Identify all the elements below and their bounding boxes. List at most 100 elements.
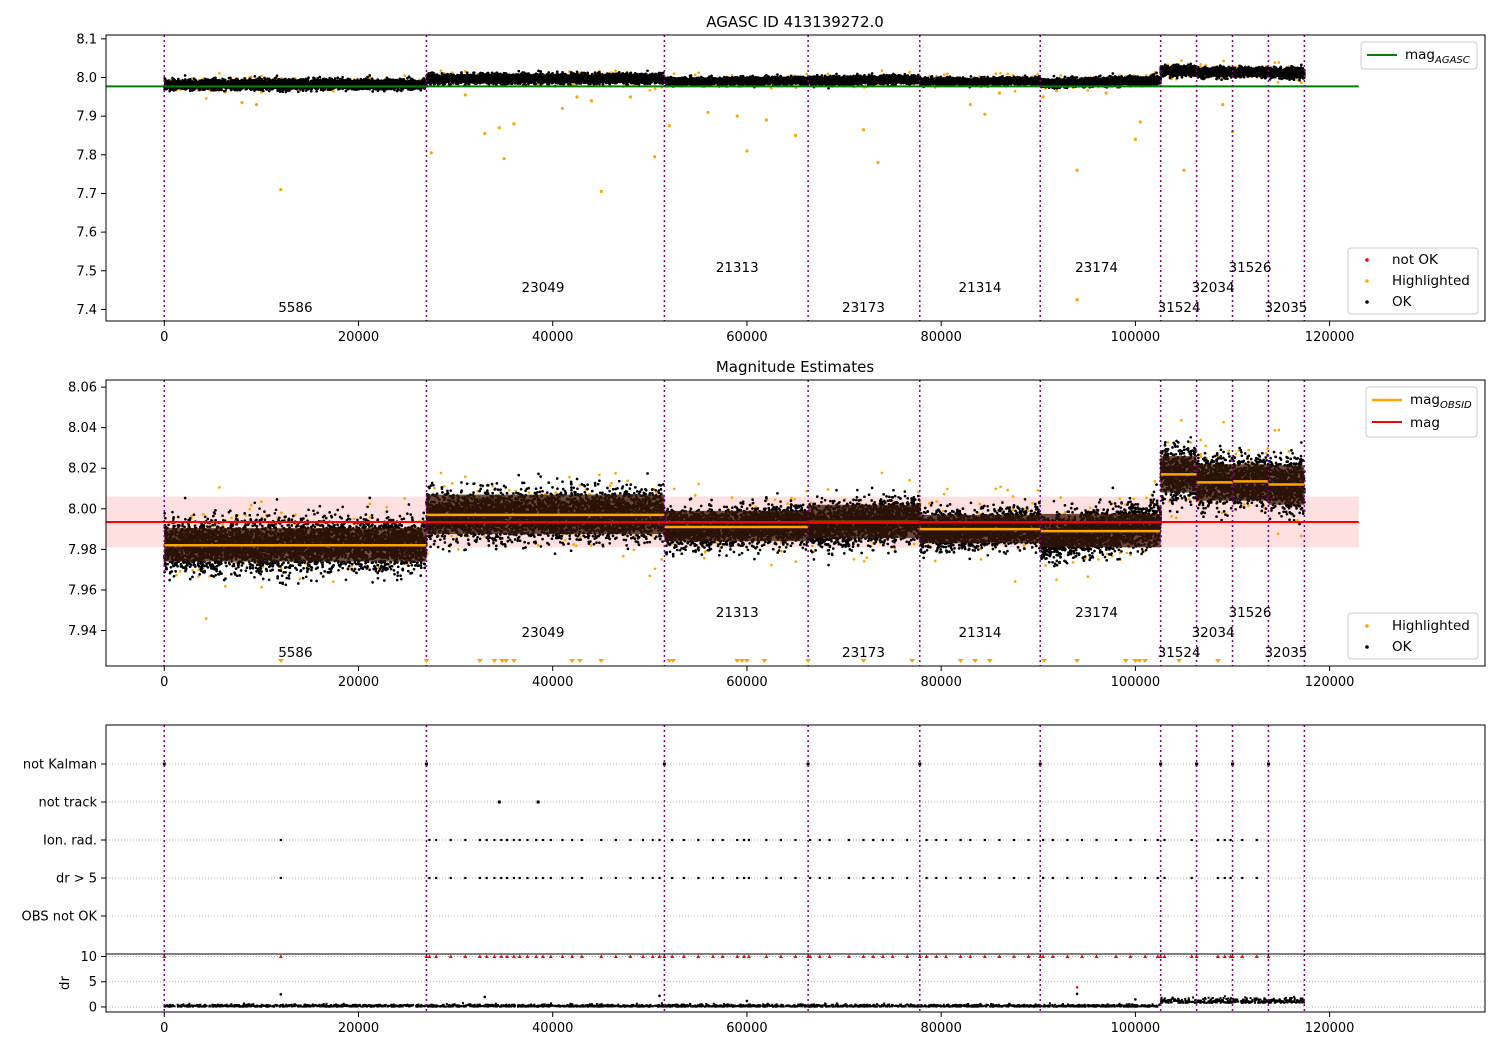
- p1-ytick-2: 7.6: [76, 226, 97, 241]
- offscale-marker-12: [734, 659, 741, 663]
- ion-rad-point-1: [428, 838, 431, 842]
- not-track-point-0: [497, 800, 501, 804]
- ion-rad-point-5: [478, 838, 481, 842]
- p2-obsid-label-7: 32034: [1192, 625, 1235, 641]
- p2-obsid-label-6: 31524: [1158, 645, 1201, 661]
- panel-2-title: Magnitude Estimates: [716, 358, 874, 376]
- dr5-point-57: [1080, 876, 1084, 880]
- p1-obsid-label-1: 23049: [522, 280, 565, 296]
- flag-row-label-4: OBS not OK: [22, 910, 98, 925]
- dr-clipped-marker-68: [1240, 954, 1245, 959]
- dr-clipped-marker-10: [511, 954, 516, 959]
- ion-rad-point-57: [1080, 838, 1084, 842]
- legend-mag-obsid: magOBSID: [1410, 392, 1472, 411]
- dr-clipped-marker-0: [278, 954, 283, 959]
- ion-rad-point-27: [697, 838, 700, 842]
- p1-highlighted-point-33: [1041, 95, 1045, 99]
- dr5-point-52: [1012, 876, 1016, 880]
- p2-xtick-1: 20000: [338, 675, 379, 690]
- ion-rad-point-11: [518, 838, 521, 842]
- offscale-marker-16: [805, 659, 812, 663]
- dr-clipped-marker-15: [548, 954, 553, 959]
- dr-clipped-marker-18: [579, 954, 584, 959]
- ion-rad-point-14: [541, 838, 545, 842]
- panel-2-legend-top: magOBSID mag: [1365, 386, 1478, 438]
- ion-rad-point-66: [1223, 838, 1226, 842]
- dr5-point-54: [1042, 876, 1045, 880]
- dr5-point-58: [1095, 876, 1098, 880]
- p2-ytick-3: 8.00: [68, 502, 97, 517]
- dr-clipped-marker-24: [657, 954, 662, 959]
- ion-rad-point-69: [1255, 838, 1258, 842]
- dr5-point-27: [697, 876, 700, 880]
- dr-clipped-marker-62: [1155, 954, 1160, 959]
- not-kalman-point-0: [162, 762, 166, 766]
- dr5-point-11: [518, 876, 521, 880]
- dr-clipped-marker-26: [681, 954, 686, 959]
- not-kalman-point-4: [918, 762, 922, 766]
- offscale-marker-9: [598, 659, 605, 663]
- p1-xtick-2: 40000: [532, 330, 573, 345]
- dr5-point-28: [711, 876, 715, 880]
- p1-highlighted-point-23: [575, 95, 579, 99]
- p1-highlighted-point-25: [735, 114, 739, 118]
- p1-highlighted-point-12: [497, 126, 501, 130]
- p2-obsid-label-5: 23174: [1075, 605, 1118, 621]
- dr-clipped-marker-69: [1254, 954, 1259, 959]
- ion-rad-point-4: [464, 838, 467, 842]
- ion-rad-point-40: [862, 838, 865, 842]
- legend-mag: mag: [1410, 415, 1440, 431]
- dr5-point-7: [493, 876, 496, 880]
- offscale-marker-15: [761, 659, 768, 663]
- ion-rad-point-43: [891, 838, 894, 842]
- dr-clipped-marker-57: [1079, 954, 1084, 959]
- dr5-point-20: [614, 876, 617, 880]
- offscale-marker-8: [576, 659, 583, 663]
- ion-rad-point-8: [500, 838, 503, 842]
- p1-highlighted-point-1: [599, 189, 603, 194]
- p1-xtick-4: 80000: [920, 330, 961, 345]
- offscale-marker-24: [1122, 659, 1129, 663]
- dr5-point-69: [1255, 876, 1258, 880]
- dr-clipped-marker-76: [1158, 954, 1163, 959]
- dr-clipped-marker-23: [650, 954, 655, 959]
- ion-rad-point-61: [1144, 838, 1147, 842]
- panel-dr: 0 5 10 0 20000 40000 60000 80000 100000 120000 d…: [57, 950, 1486, 1036]
- dr-clipped-marker-53: [1026, 954, 1031, 959]
- legend-not-ok: not OK: [1392, 252, 1439, 268]
- dr5-point-41: [872, 876, 875, 880]
- p2-obsid-label-0: 5586: [278, 645, 312, 661]
- p2-obsid-label-3: 23173: [842, 645, 885, 661]
- dr-clipped-marker-42: [880, 954, 885, 959]
- dr-clipped-marker-17: [570, 954, 575, 959]
- p1-highlighted-point-29: [254, 102, 259, 107]
- not-track-point-1: [536, 800, 540, 804]
- dr5-point-17: [571, 876, 574, 880]
- not-kalman-point-3: [806, 762, 810, 766]
- ion-rad-point-10: [512, 838, 515, 842]
- ion-rad-point-51: [998, 838, 1001, 842]
- p1-highlighted-point-5: [876, 160, 880, 165]
- dr-clipped-marker-27: [696, 954, 701, 959]
- offscale-marker-10: [666, 659, 673, 663]
- p1-obsid-label-7: 32034: [1192, 280, 1235, 296]
- ion-rad-point-56: [1066, 838, 1069, 842]
- dr-clipped-marker-28: [710, 954, 715, 959]
- not-kalman-point-6: [1159, 762, 1163, 766]
- offscale-marker-1: [423, 659, 430, 663]
- dr-clipped-marker-79: [1266, 954, 1271, 959]
- ion-rad-point-46: [935, 838, 938, 842]
- p2-ytick-1: 7.96: [68, 583, 97, 598]
- p2-ytick-4: 8.02: [68, 462, 97, 477]
- ion-rad-point-44: [906, 838, 909, 842]
- legend-highlighted-2: Highlighted: [1392, 618, 1470, 634]
- dr5-point-16: [561, 876, 564, 880]
- dr-clipped-marker-63: [1162, 954, 1167, 959]
- p2-xtick-4: 80000: [920, 675, 961, 690]
- p4-xtick-0: 0: [160, 1021, 168, 1036]
- dr5-point-25: [671, 876, 674, 880]
- ion-rad-point-64: [1190, 838, 1193, 842]
- dr-clipped-marker-4: [463, 954, 468, 959]
- p1-highlighted-point-31: [628, 95, 633, 99]
- ion-rad-point-52: [1012, 838, 1016, 842]
